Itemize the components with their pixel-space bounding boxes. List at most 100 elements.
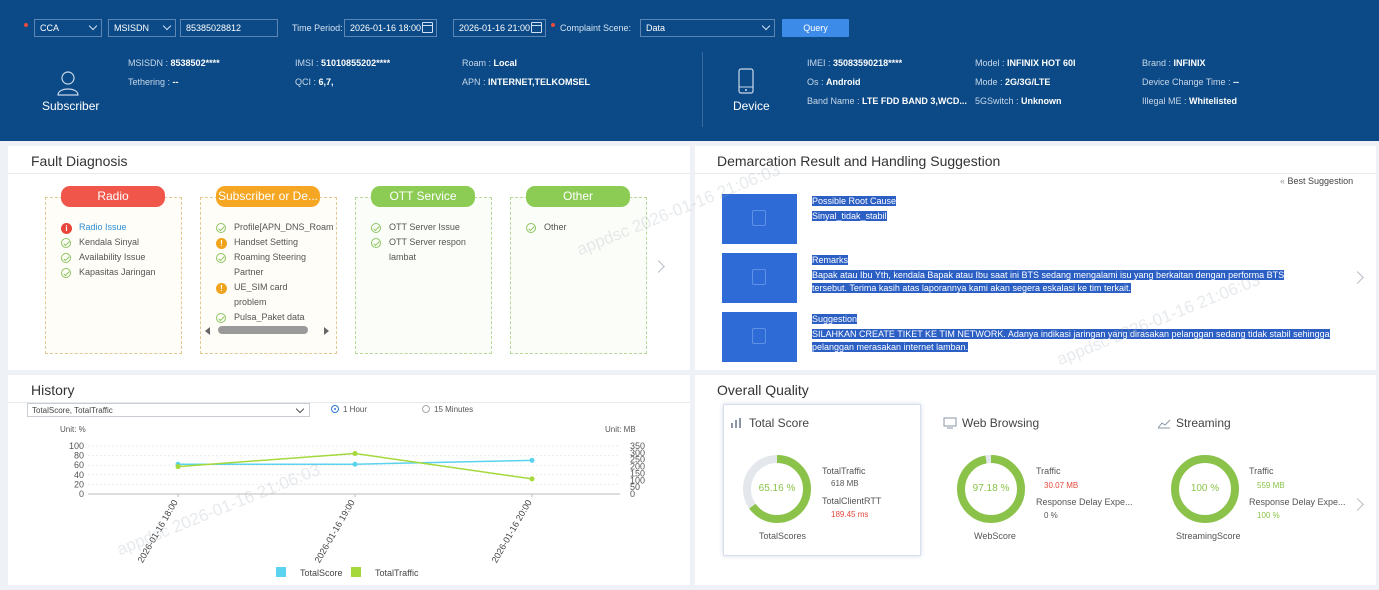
- apn-field: APN : INTERNET,TELKOMSEL: [462, 77, 591, 87]
- search-doc-icon: [752, 210, 766, 226]
- roam-label: Roam: [462, 58, 487, 68]
- remarks-section: Remarks Bapak atau Ibu Yth, kendala Bapa…: [812, 254, 1285, 295]
- required-marker: [551, 23, 555, 27]
- fault-item: OTT Server Issue: [389, 222, 460, 232]
- total-score-value: 65.16 %: [758, 483, 796, 494]
- total-score-title: Total Score: [749, 416, 810, 430]
- suggestion-label: Suggestion: [812, 314, 858, 324]
- band-value: LTE FDD BAND 3,WCD...: [862, 96, 967, 106]
- fault-category-pill[interactable]: Radio: [61, 186, 165, 207]
- fault-item: Other: [544, 222, 567, 232]
- y-right-tick-label: 200: [630, 462, 645, 472]
- model-value: INFINIX HOT 60I: [1007, 58, 1076, 68]
- 5g-switch-field: 5GSwitch : Unknown: [975, 96, 1062, 106]
- fault-category-pill[interactable]: OTT Service: [371, 186, 475, 207]
- legend-label: TotalTraffic: [375, 568, 419, 578]
- chevron-down-icon: [295, 404, 305, 414]
- error-icon: i: [61, 223, 72, 234]
- roam-field: Roam : Local: [462, 58, 518, 68]
- check-circle-icon: [61, 238, 71, 248]
- calendar-icon[interactable]: [422, 22, 433, 33]
- streaming-traffic-value: 559 MB: [1257, 481, 1285, 490]
- unit-left-label: Unit: %: [60, 425, 86, 434]
- check-circle-icon: [61, 253, 71, 263]
- edit-icon: [752, 269, 766, 285]
- streaming-traffic-label: Traffic: [1249, 466, 1274, 476]
- illegal-me-field: Illegal ME : Whitelisted: [1142, 96, 1238, 106]
- web-delay-value: 0 %: [1044, 511, 1058, 520]
- scroll-right-icon[interactable]: [324, 327, 329, 335]
- root-cause-label: Possible Root Cause: [812, 196, 897, 206]
- id-type-select[interactable]: MSISDN: [108, 19, 176, 37]
- mode-value: 2G/3G/LTE: [1005, 77, 1051, 87]
- suggestion-text-line1: SILAHKAN CREATE TIKET KE TIM NETWORK. Ad…: [812, 329, 1330, 339]
- scroll-left-icon[interactable]: [205, 327, 210, 335]
- root-cause-value: Sinyal_tidak_stabil: [812, 211, 887, 221]
- 5g-switch-value: Unknown: [1021, 96, 1062, 106]
- imsi-label: IMSI: [295, 58, 314, 68]
- device-change-field: Device Change Time : --: [1142, 77, 1240, 87]
- fault-item[interactable]: Radio Issue: [79, 222, 127, 232]
- query-header: CCA MSISDN 85385028812 Time Period: 2026…: [0, 0, 1379, 141]
- end-time-text: 2026-01-16 21:00: [459, 23, 531, 33]
- check-circle-icon: [371, 238, 381, 248]
- warning-icon: !: [216, 238, 227, 249]
- fault-category-pill[interactable]: Subscriber or De...: [216, 186, 320, 207]
- metric-select[interactable]: TotalScore, TotalTraffic: [27, 403, 310, 417]
- streaming-delay-label: Response Delay Expe...: [1249, 497, 1346, 507]
- band-label: Band Name: [807, 96, 855, 106]
- radio-15-minutes[interactable]: [422, 405, 430, 413]
- y-right-tick-label: 0: [630, 489, 635, 499]
- best-suggestion-toggle[interactable]: « Best Suggestion: [1280, 176, 1353, 186]
- id-value-input[interactable]: 85385028812: [180, 19, 278, 37]
- total-traffic-value: 618 MB: [831, 479, 859, 488]
- complaint-scene-value: Data: [646, 23, 666, 33]
- fault-item: Roaming Steering: [234, 252, 307, 262]
- start-time-input[interactable]: 2026-01-16 18:00: [344, 19, 437, 37]
- radio-15-minutes-label: 15 Minutes: [434, 405, 474, 414]
- complaint-scene-select[interactable]: Data: [640, 19, 775, 37]
- remarks-card: [722, 253, 797, 303]
- qci-field: QCI : 6,7,: [295, 77, 334, 87]
- divider: [8, 173, 690, 174]
- model-label: Model: [975, 58, 1000, 68]
- y-right-tick-label: 250: [630, 455, 645, 465]
- msisdn-value: 8538502****: [170, 58, 220, 68]
- check-circle-icon: [61, 268, 71, 278]
- chevron-down-icon: [88, 21, 98, 31]
- suggestion-section: Suggestion SILAHKAN CREATE TIKET KE TIM …: [812, 313, 1330, 354]
- legend-swatch: [276, 567, 286, 577]
- fault-column-box: [355, 197, 492, 354]
- y-right-tick-label: 100: [630, 475, 645, 485]
- fault-item: lambat: [389, 252, 417, 262]
- tethering-value: --: [172, 77, 179, 87]
- divider: [702, 52, 703, 127]
- device-label: Device: [733, 99, 770, 113]
- qci-label: QCI: [295, 77, 312, 87]
- apn-label: APN: [462, 77, 481, 87]
- fault-item: Pulsa_Paket data: [234, 312, 305, 322]
- end-time-input[interactable]: 2026-01-16 21:00: [453, 19, 546, 37]
- roam-value: Local: [493, 58, 518, 68]
- horizontal-scrollbar[interactable]: [205, 324, 329, 336]
- streaming-score-value: 100 %: [1190, 483, 1220, 494]
- calendar-icon[interactable]: [531, 22, 542, 33]
- x-tick-label: 2026-01-16 19:00: [313, 498, 357, 565]
- total-score-card[interactable]: [723, 404, 921, 556]
- 5g-switch-label: 5GSwitch: [975, 96, 1014, 106]
- legend-swatch: [351, 567, 361, 577]
- user-icon: [57, 71, 79, 96]
- radio-1-hour[interactable]: [331, 405, 339, 413]
- query-button[interactable]: Query: [782, 19, 849, 37]
- imsi-value: 51010855202****: [321, 58, 391, 68]
- monitor-icon: [943, 417, 957, 429]
- legend-label: TotalScore: [300, 568, 343, 578]
- type-select[interactable]: CCA: [34, 19, 102, 37]
- fault-category-pill[interactable]: Other: [526, 186, 630, 207]
- web-score-value: 97.18 %: [972, 483, 1010, 494]
- fault-item: Partner: [234, 267, 264, 277]
- fault-item: Kendala Sinyal: [79, 237, 140, 247]
- scrollbar-thumb[interactable]: [218, 326, 308, 334]
- panel-title: Overall Quality: [717, 382, 809, 398]
- id-type-value: MSISDN: [114, 23, 150, 33]
